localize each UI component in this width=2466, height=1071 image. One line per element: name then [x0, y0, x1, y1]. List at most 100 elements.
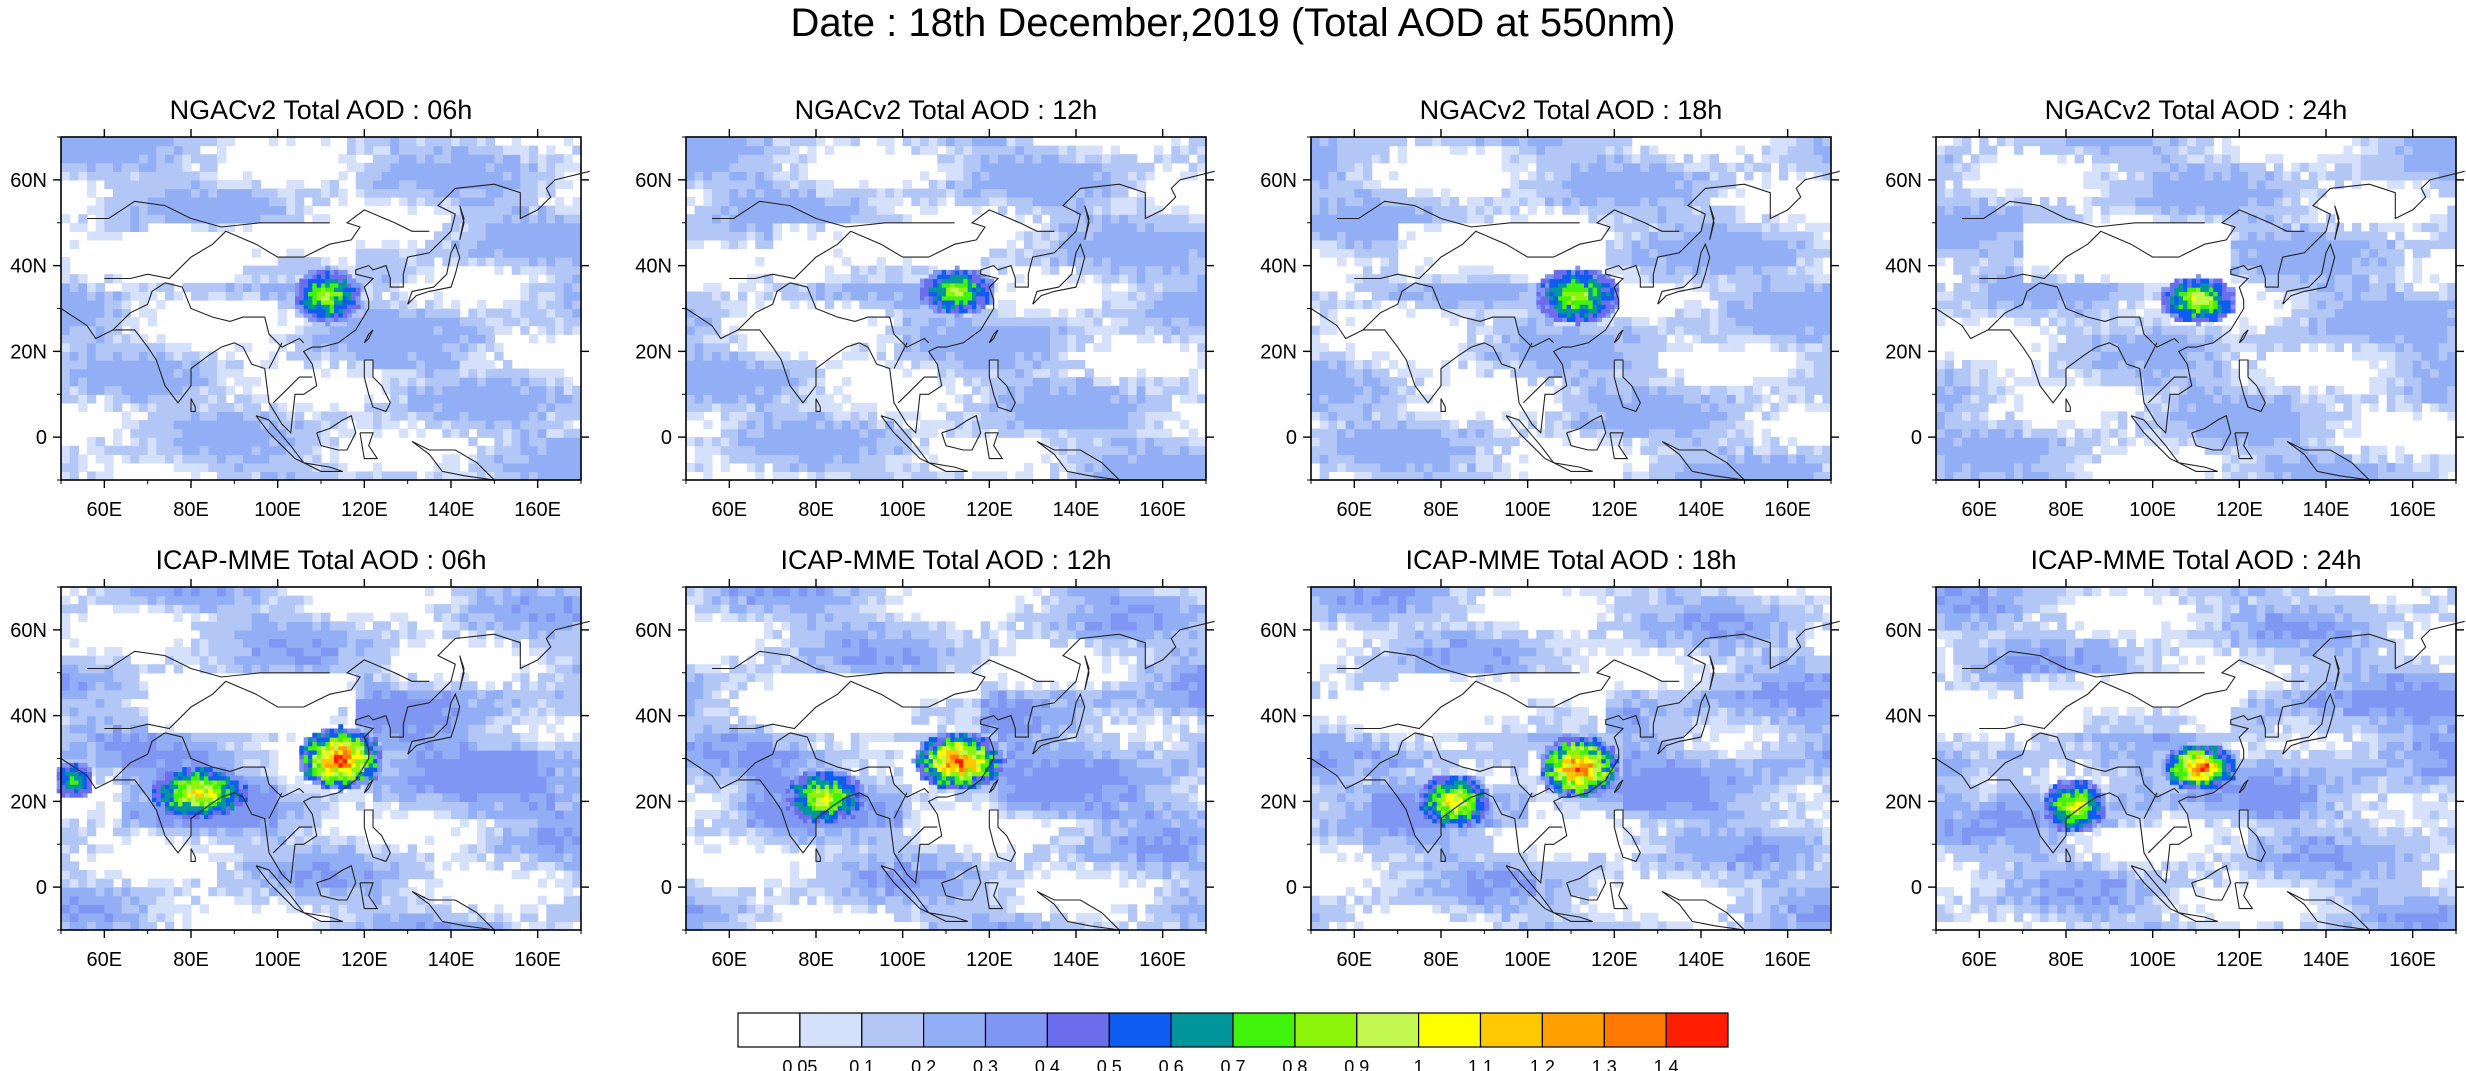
- aod-cell: [1162, 334, 1172, 344]
- aod-cell: [1527, 154, 1537, 164]
- aod-cell: [972, 205, 982, 215]
- aod-cell: [712, 308, 722, 318]
- aod-cell: [1067, 154, 1077, 164]
- aod-cell: [1519, 188, 1529, 198]
- aod-cell: [286, 214, 296, 224]
- hotspot-cell: [351, 287, 357, 292]
- aod-cell: [442, 317, 452, 327]
- aod-cell: [520, 462, 530, 472]
- aod-cell: [1649, 197, 1659, 207]
- aod-cell: [1154, 394, 1164, 404]
- aod-cell: [520, 162, 530, 172]
- aod-cell: [1397, 282, 1407, 292]
- aod-cell: [95, 368, 105, 378]
- aod-cell: [703, 282, 713, 292]
- aod-cell: [555, 291, 565, 301]
- aod-cell: [1015, 188, 1025, 198]
- aod-cell: [850, 291, 860, 301]
- aod-cell: [772, 462, 782, 472]
- aod-cell: [355, 308, 365, 318]
- aod-cell: [1337, 248, 1347, 258]
- aod-cell: [381, 145, 391, 155]
- aod-cell: [807, 394, 817, 404]
- aod-cell: [1371, 248, 1381, 258]
- aod-cell: [1319, 145, 1329, 155]
- aod-cell: [1058, 188, 1068, 198]
- aod-cell: [1397, 377, 1407, 387]
- aod-cell: [781, 282, 791, 292]
- aod-cell: [1197, 239, 1207, 250]
- aod-cell: [477, 154, 487, 164]
- aod-cell: [373, 299, 383, 310]
- aod-cell: [703, 342, 713, 352]
- aod-cell: [1718, 428, 1728, 438]
- aod-cell: [156, 171, 166, 181]
- aod-cell: [199, 351, 209, 361]
- aod-cell: [555, 462, 565, 472]
- aod-cell: [1093, 471, 1103, 481]
- aod-cell: [937, 317, 947, 327]
- aod-cell: [1015, 394, 1025, 404]
- hotspot-cell: [950, 278, 956, 284]
- aod-cell: [876, 334, 886, 344]
- aod-cell: [1067, 197, 1077, 207]
- aod-cell: [1084, 162, 1094, 172]
- aod-cell: [1657, 222, 1667, 232]
- aod-cell: [1614, 154, 1624, 164]
- aod-cell: [451, 462, 461, 472]
- aod-cell: [1363, 360, 1373, 370]
- hotspot-cell: [342, 299, 348, 305]
- aod-cell: [451, 325, 461, 335]
- x-tick-label: 120E: [966, 499, 1013, 521]
- aod-cell: [1397, 454, 1407, 464]
- aod-cell: [1145, 308, 1155, 318]
- aod-cell: [381, 325, 391, 335]
- aod-cell: [1076, 420, 1086, 430]
- aod-cell: [1449, 299, 1459, 310]
- aod-cell: [347, 368, 357, 378]
- aod-cell: [468, 437, 478, 447]
- aod-cell: [156, 197, 166, 207]
- aod-cell: [1128, 231, 1138, 241]
- aod-cell: [468, 308, 478, 318]
- aod-cell: [95, 205, 105, 215]
- aod-cell: [1110, 325, 1120, 335]
- hotspot-cell: [941, 282, 947, 288]
- aod-cell: [511, 239, 521, 250]
- aod-cell: [251, 179, 261, 190]
- aod-cell: [694, 394, 704, 404]
- aod-cell: [1605, 385, 1615, 395]
- aod-cell: [954, 179, 964, 190]
- aod-cell: [1032, 154, 1042, 164]
- aod-cell: [1162, 222, 1172, 232]
- aod-cell: [511, 171, 521, 181]
- aod-cell: [1527, 137, 1537, 147]
- aod-cell: [1467, 274, 1477, 284]
- aod-cell: [798, 179, 808, 190]
- aod-cell: [1527, 308, 1537, 318]
- aod-cell: [850, 402, 860, 412]
- aod-cell: [269, 214, 279, 224]
- aod-cell: [1623, 265, 1633, 275]
- aod-cell: [1536, 137, 1546, 147]
- aod-cell: [1397, 462, 1407, 472]
- aod-cell: [399, 385, 409, 395]
- aod-cell: [755, 454, 765, 464]
- aod-cell: [572, 291, 582, 301]
- aod-cell: [1311, 222, 1321, 232]
- aod-cell: [1136, 179, 1146, 190]
- aod-cell: [537, 291, 547, 301]
- aod-cell: [217, 214, 227, 224]
- aod-cell: [1527, 411, 1537, 421]
- aod-cell: [1692, 428, 1702, 438]
- aod-cell: [1119, 462, 1129, 472]
- aod-cell: [1380, 437, 1390, 447]
- aod-cell: [1432, 454, 1442, 464]
- aod-cell: [954, 420, 964, 430]
- y-tick-label: 20N: [10, 341, 47, 363]
- aod-cell: [1493, 325, 1503, 335]
- aod-cell: [1467, 420, 1477, 430]
- aod-cell: [251, 445, 261, 455]
- aod-cell: [1389, 385, 1399, 395]
- aod-cell: [720, 145, 730, 155]
